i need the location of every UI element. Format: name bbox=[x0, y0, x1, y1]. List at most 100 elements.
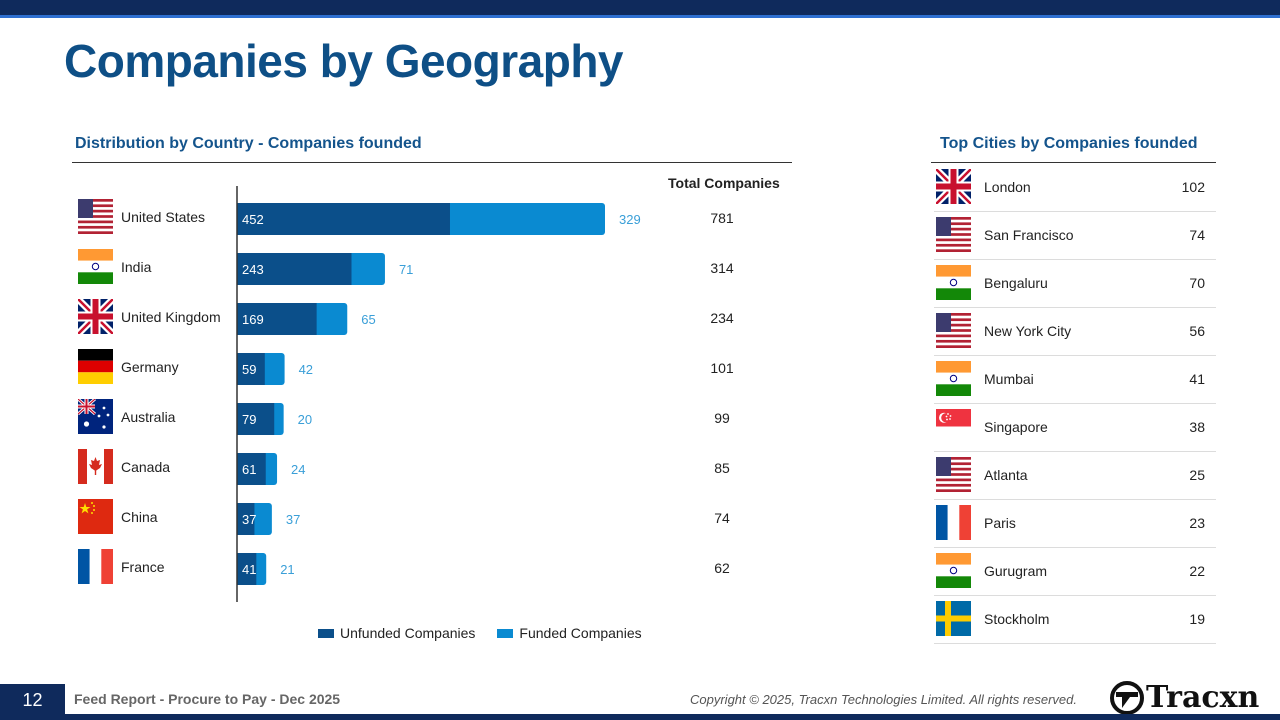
china-flag-icon bbox=[78, 499, 113, 534]
city-row: Singapore 38 bbox=[934, 403, 1216, 452]
tracxn-logo-icon bbox=[1110, 680, 1144, 715]
unfunded-bar bbox=[237, 303, 317, 335]
us-flag-icon bbox=[936, 457, 971, 492]
country-section-title: Distribution by Country - Companies foun… bbox=[75, 135, 422, 152]
country-label: United States bbox=[121, 209, 206, 225]
city-count: 25 bbox=[1189, 467, 1205, 483]
total-companies-header: Total Companies bbox=[668, 175, 780, 191]
country-total: 101 bbox=[710, 360, 734, 376]
city-row: Paris 23 bbox=[934, 499, 1216, 548]
country-total: 781 bbox=[710, 210, 734, 226]
uk-flag-icon bbox=[78, 299, 113, 334]
country-label: France bbox=[121, 559, 165, 575]
city-count: 70 bbox=[1189, 275, 1205, 291]
city-name: London bbox=[984, 179, 1031, 195]
top-accent-line bbox=[0, 15, 1280, 18]
france-flag-icon bbox=[78, 549, 113, 584]
legend-swatch-unfunded bbox=[318, 628, 334, 638]
unfunded-value-label: 452 bbox=[242, 212, 264, 227]
australia-flag-icon bbox=[78, 399, 113, 434]
unfunded-bar bbox=[237, 403, 275, 435]
city-name: New York City bbox=[984, 323, 1072, 339]
country-label: Canada bbox=[121, 459, 171, 475]
us-flag-icon bbox=[78, 199, 113, 234]
unfunded-bar bbox=[237, 453, 266, 485]
unfunded-value-label: 243 bbox=[242, 262, 264, 277]
unfunded-value-label: 169 bbox=[242, 312, 264, 327]
country-total: 62 bbox=[714, 560, 730, 576]
unfunded-value-label: 41 bbox=[242, 562, 256, 577]
city-count: 22 bbox=[1189, 563, 1205, 579]
city-row: Mumbai 41 bbox=[934, 355, 1216, 404]
city-count: 19 bbox=[1189, 611, 1205, 627]
legend-label-funded: Funded Companies bbox=[519, 625, 642, 641]
city-row: Bengaluru 70 bbox=[934, 259, 1216, 308]
country-total: 99 bbox=[714, 410, 730, 426]
unfunded-value-label: 61 bbox=[242, 462, 256, 477]
city-count: 102 bbox=[1181, 179, 1205, 195]
city-count: 74 bbox=[1189, 227, 1205, 243]
city-name: Bengaluru bbox=[984, 275, 1048, 291]
stacked-bar-chart: 452 329 243 71 169 65 59 42 79 20 61 24 37 37 41 21 bbox=[236, 186, 641, 602]
funded-value-label: 65 bbox=[361, 312, 375, 327]
tracxn-logo: Tracxn bbox=[1110, 680, 1259, 715]
brand-name: Tracxn bbox=[1146, 680, 1260, 715]
city-count: 41 bbox=[1189, 371, 1205, 387]
city-row: Stockholm 19 bbox=[934, 595, 1216, 644]
us-flag-icon bbox=[936, 313, 971, 348]
city-row: San Francisco 74 bbox=[934, 211, 1216, 260]
city-name: San Francisco bbox=[984, 227, 1074, 243]
city-name: Atlanta bbox=[984, 467, 1028, 483]
funded-value-label: 24 bbox=[291, 462, 305, 477]
city-row: New York City 56 bbox=[934, 307, 1216, 356]
france-flag-icon bbox=[936, 505, 971, 540]
funded-value-label: 37 bbox=[286, 512, 300, 527]
country-label: United Kingdom bbox=[121, 309, 221, 325]
funded-value-label: 71 bbox=[399, 262, 413, 277]
unfunded-bar bbox=[237, 503, 255, 535]
city-row: London 102 bbox=[934, 163, 1216, 212]
india-flag-icon bbox=[936, 265, 971, 300]
unfunded-bar bbox=[237, 553, 257, 585]
city-count: 38 bbox=[1189, 419, 1205, 435]
top-banner bbox=[0, 0, 1280, 15]
country-section-rule bbox=[72, 162, 792, 163]
page-title: Companies by Geography bbox=[64, 35, 624, 87]
funded-value-label: 42 bbox=[299, 362, 313, 377]
footer-bar bbox=[0, 714, 1280, 720]
country-total: 85 bbox=[714, 460, 730, 476]
india-flag-icon bbox=[936, 553, 971, 588]
page-number: 12 bbox=[0, 684, 65, 714]
copyright-text: Copyright © 2025, Tracxn Technologies Li… bbox=[690, 692, 1078, 707]
singapore-flag-icon bbox=[936, 409, 971, 444]
city-name: Paris bbox=[984, 515, 1016, 531]
india-flag-icon bbox=[936, 361, 971, 396]
canada-flag-icon bbox=[78, 449, 113, 484]
country-total: 74 bbox=[714, 510, 730, 526]
uk-flag-icon bbox=[936, 169, 971, 204]
city-name: Singapore bbox=[984, 419, 1048, 435]
city-count: 23 bbox=[1189, 515, 1205, 531]
unfunded-value-label: 37 bbox=[242, 512, 256, 527]
legend-label-unfunded: Unfunded Companies bbox=[340, 625, 476, 641]
funded-value-label: 329 bbox=[619, 212, 641, 227]
sweden-flag-icon bbox=[936, 601, 971, 636]
country-label: China bbox=[121, 509, 158, 525]
unfunded-value-label: 59 bbox=[242, 362, 256, 377]
country-label: Australia bbox=[121, 409, 176, 425]
cities-section-title: Top Cities by Companies founded bbox=[940, 135, 1198, 152]
india-flag-icon bbox=[78, 249, 113, 284]
unfunded-bar bbox=[237, 353, 265, 385]
report-name: Feed Report - Procure to Pay - Dec 2025 bbox=[74, 691, 341, 707]
city-name: Mumbai bbox=[984, 371, 1034, 387]
city-row: Atlanta 25 bbox=[934, 451, 1216, 500]
legend-item-funded: Funded Companies bbox=[497, 625, 642, 641]
us-flag-icon bbox=[936, 217, 971, 252]
unfunded-value-label: 79 bbox=[242, 412, 256, 427]
legend-item-unfunded: Unfunded Companies bbox=[318, 625, 475, 641]
funded-value-label: 20 bbox=[298, 412, 312, 427]
city-count: 56 bbox=[1189, 323, 1205, 339]
unfunded-bar bbox=[237, 203, 450, 235]
funded-value-label: 21 bbox=[280, 562, 294, 577]
country-label: Germany bbox=[121, 359, 179, 375]
